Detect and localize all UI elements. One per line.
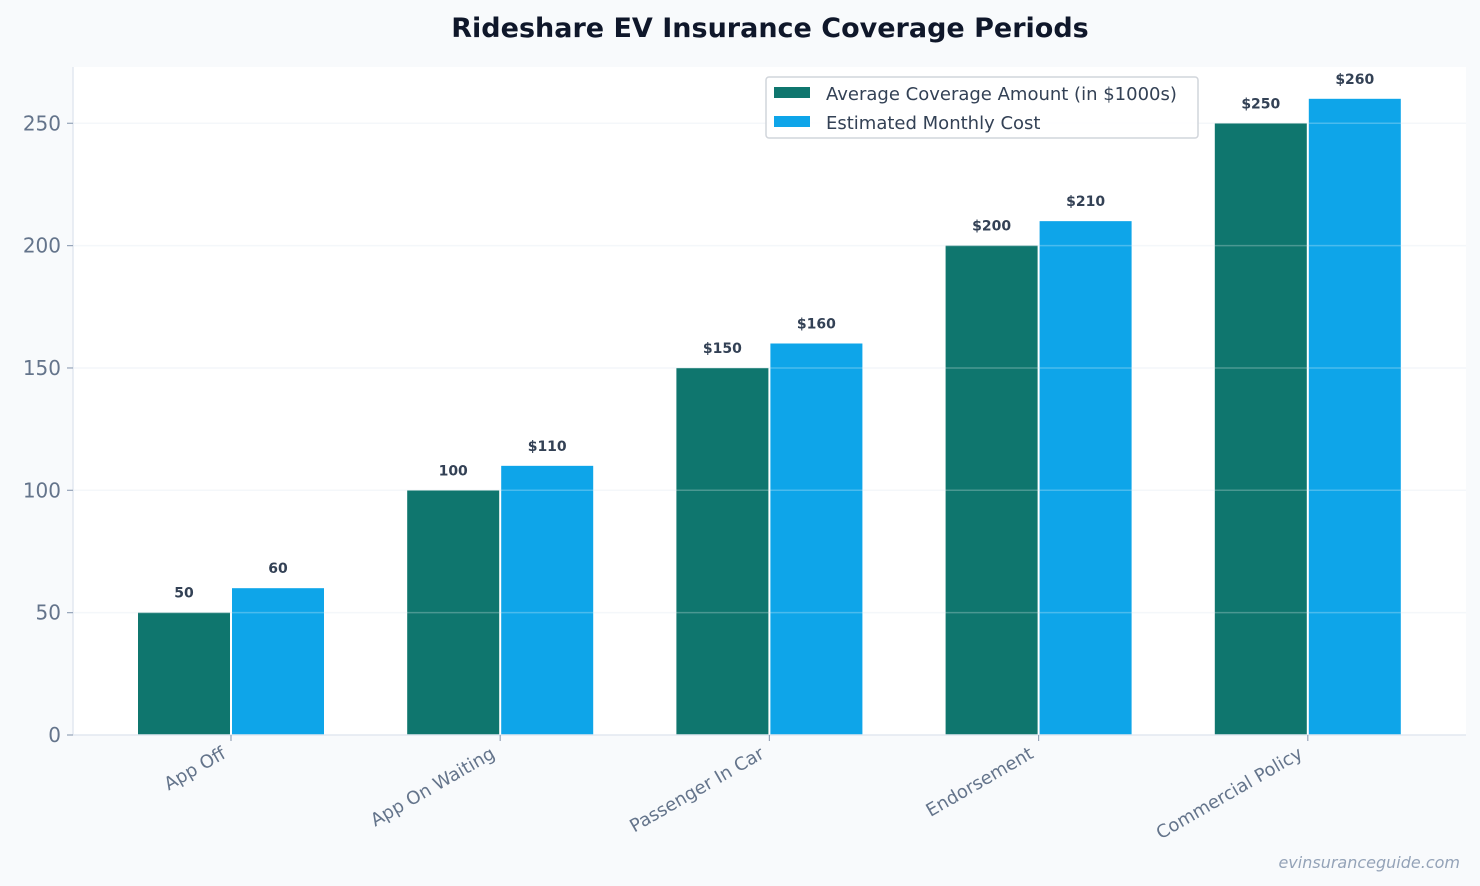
legend-swatch-coverage (774, 87, 810, 98)
watermark: evinsuranceguide.com (1278, 853, 1460, 872)
bar-cost (1039, 221, 1132, 736)
data-label: $110 (528, 439, 567, 455)
bar-coverage (676, 367, 769, 735)
y-tick-label: 100 (23, 478, 61, 502)
legend-label-cost: Estimated Monthly Cost (826, 113, 1040, 134)
data-label: $210 (1066, 194, 1105, 210)
data-label: 60 (268, 561, 288, 577)
data-label: $160 (797, 316, 836, 332)
y-tick-label: 200 (23, 234, 61, 258)
data-label: $200 (972, 219, 1011, 235)
y-tick-label: 0 (48, 723, 61, 747)
bar-coverage (945, 245, 1038, 735)
x-tick-label: Endorsement (923, 743, 1038, 821)
data-label: 100 (439, 463, 468, 479)
y-tick-label: 150 (23, 356, 61, 380)
data-label: $150 (703, 341, 742, 357)
bar-coverage (138, 612, 230, 735)
bar-cost (770, 343, 863, 735)
x-tick-label: App Off (161, 743, 230, 795)
data-label: $260 (1335, 72, 1374, 88)
y-tick-label: 250 (23, 111, 61, 135)
bar-cost (232, 588, 324, 735)
legend-box (765, 76, 1199, 139)
x-tick-label: Commercial Policy (1153, 743, 1307, 844)
bar-coverage (407, 490, 500, 735)
data-label: $250 (1241, 96, 1280, 112)
data-label: 50 (174, 586, 194, 602)
bar-cost (1308, 98, 1401, 736)
x-tick-label: Passenger In Car (626, 743, 768, 837)
legend-label-coverage: Average Coverage Amount (in $1000s) (826, 84, 1177, 105)
x-tick-label: App On Waiting (367, 743, 499, 831)
legend: Average Coverage Amount (in $1000s) Esti… (765, 76, 1199, 139)
chart-title: Rideshare EV Insurance Coverage Periods (451, 13, 1088, 44)
legend-swatch-cost (774, 116, 810, 127)
bar-cost (501, 465, 594, 735)
bar-coverage (1214, 123, 1307, 736)
y-tick-label: 50 (36, 601, 61, 625)
